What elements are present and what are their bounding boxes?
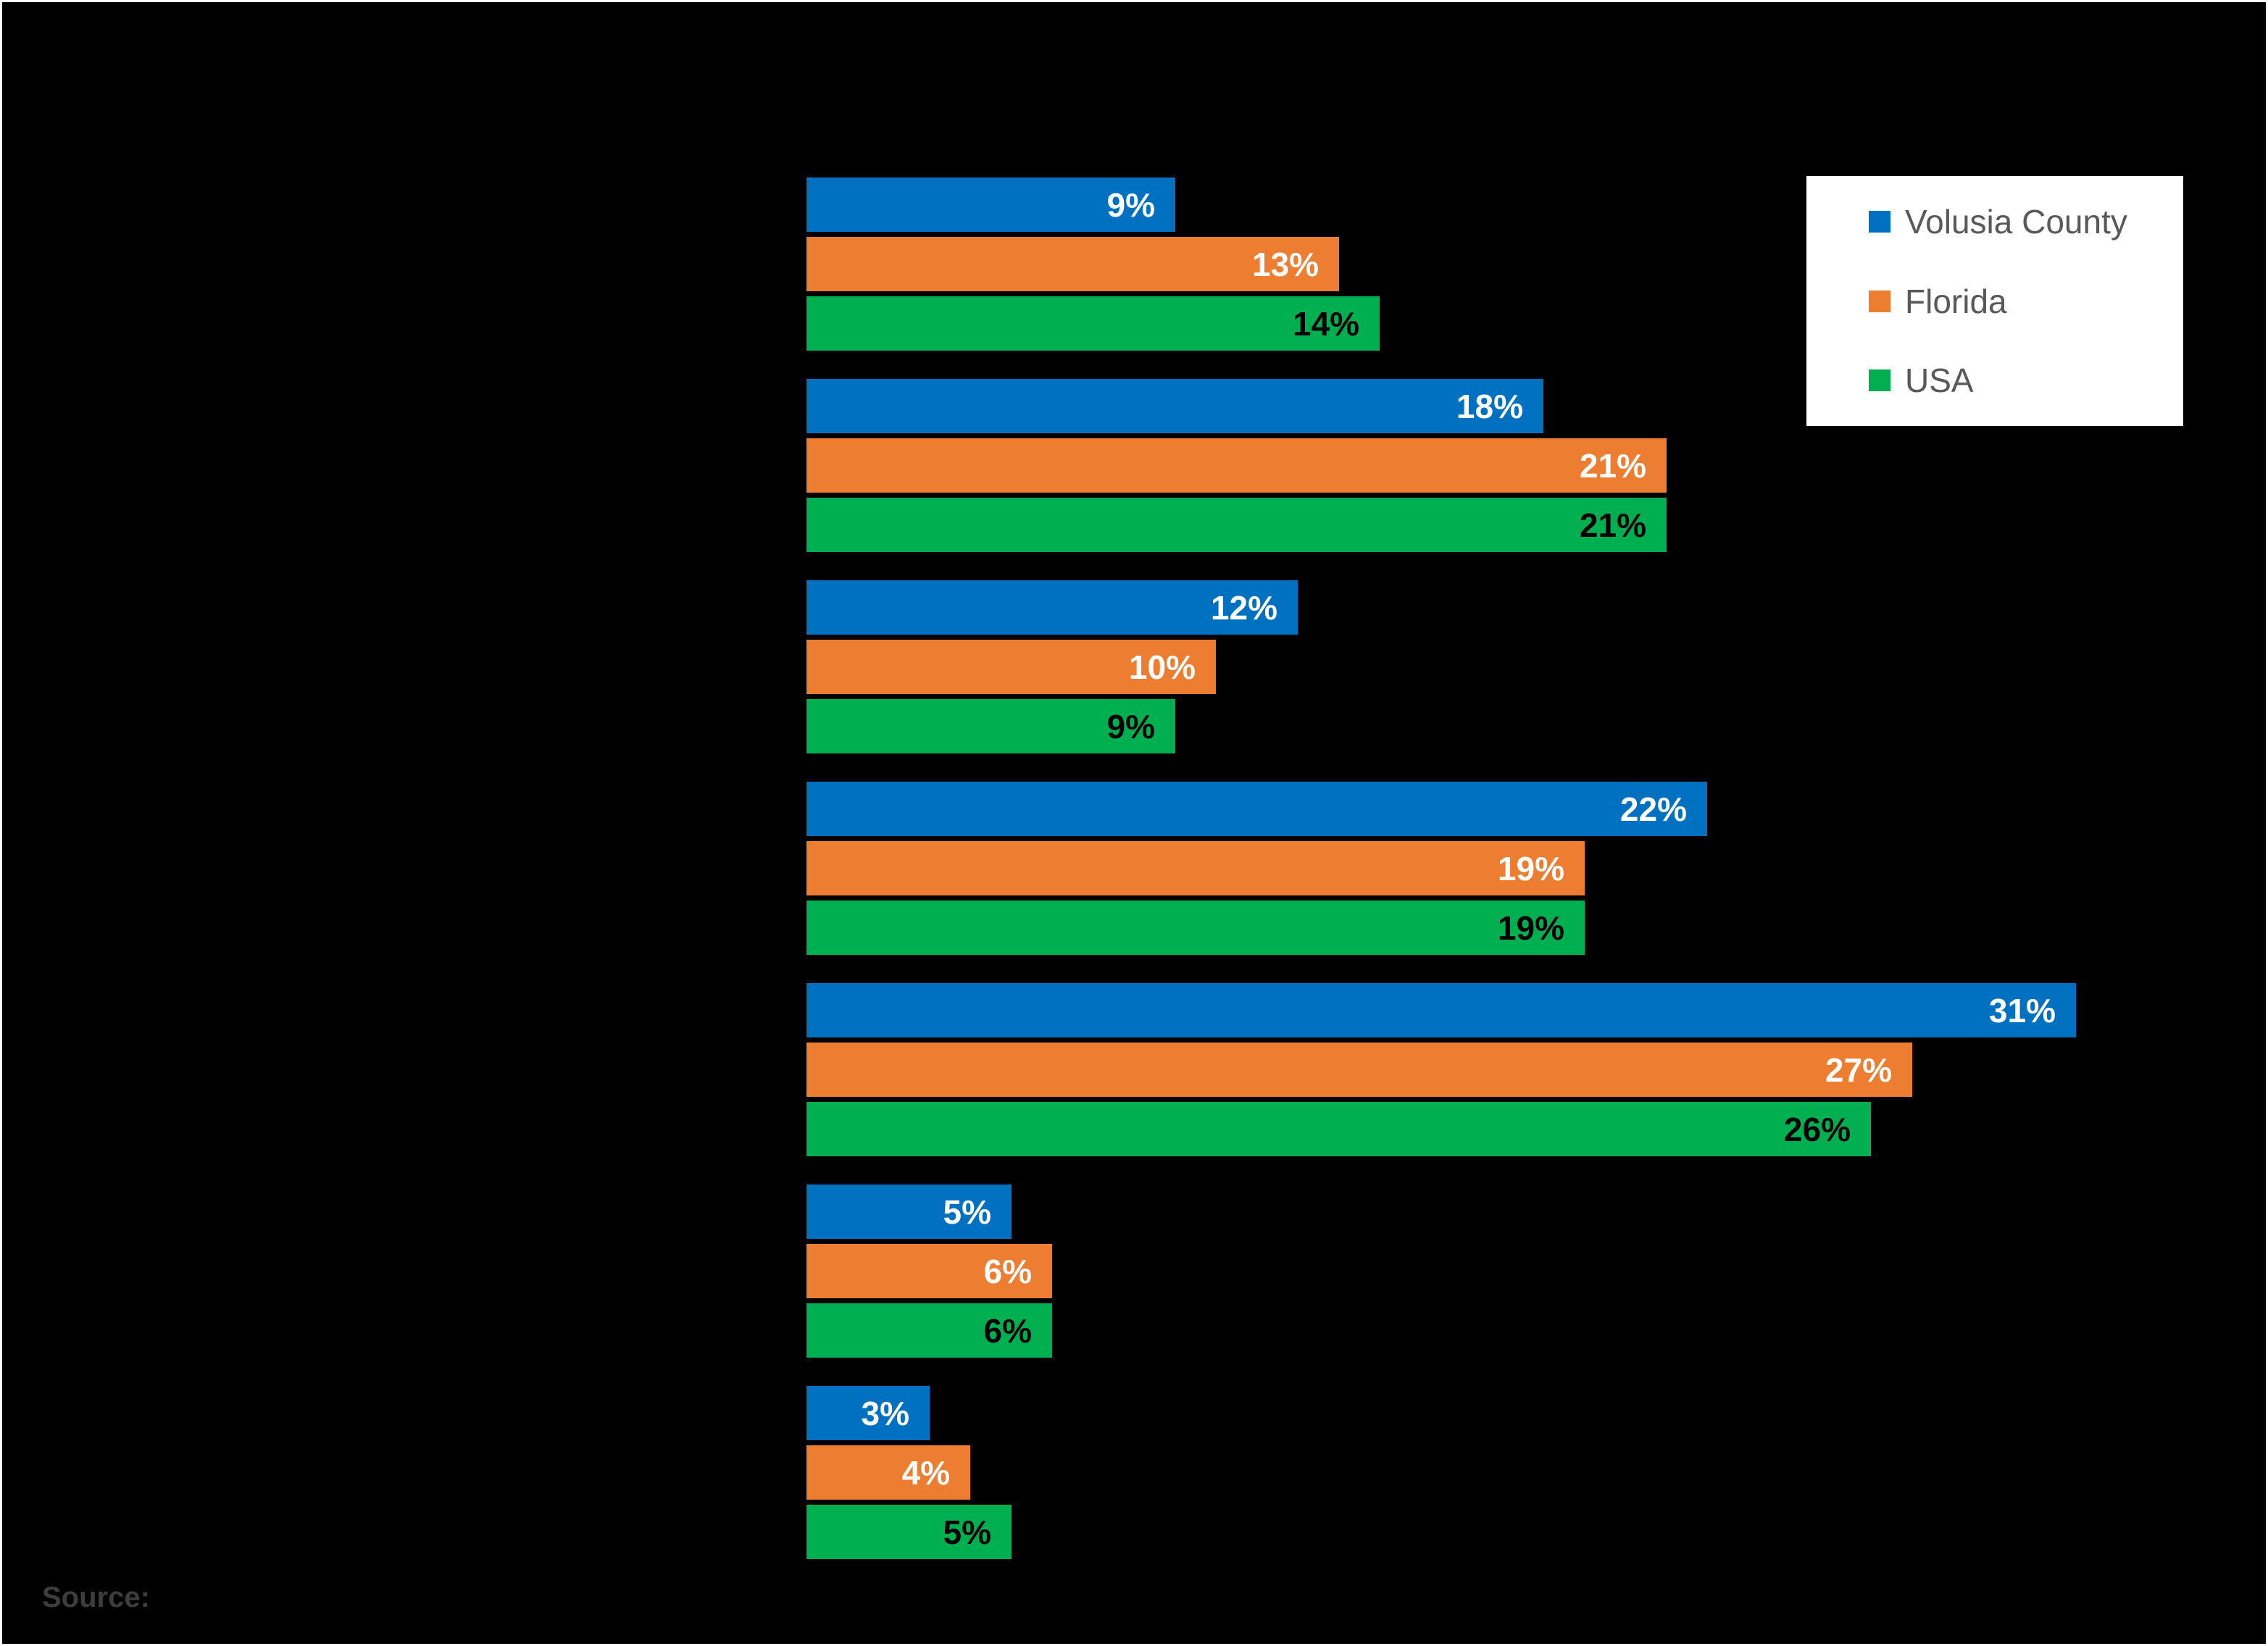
- bar-value-label: 21%: [1579, 446, 1646, 485]
- bar-florida: 6%: [806, 1244, 1052, 1298]
- bar-usa: 6%: [806, 1303, 1052, 1358]
- bar-value-label: 27%: [1825, 1050, 1892, 1089]
- bar-group: 3% 4% 5%: [806, 1386, 2256, 1559]
- bar-row: 26%: [806, 1102, 2256, 1156]
- bar-row: 6%: [806, 1303, 2256, 1358]
- bar-florida: 21%: [806, 438, 1667, 493]
- bar-group: 22% 19% 19%: [806, 782, 2256, 955]
- bar-row: 5%: [806, 1185, 2256, 1239]
- legend-label: Volusia County: [1905, 203, 2127, 241]
- bar-florida: 4%: [806, 1445, 970, 1500]
- bar-florida: 13%: [806, 237, 1339, 291]
- bar-volusia-county: 3%: [806, 1386, 930, 1440]
- bar-group: 18% 21% 21%: [806, 379, 2256, 552]
- bar-usa: 14%: [806, 296, 1380, 351]
- bar-usa: 5%: [806, 1505, 1012, 1559]
- bar-row: 19%: [806, 841, 2256, 895]
- bar-volusia-county: 5%: [806, 1185, 1012, 1239]
- legend-swatch-icon: [1869, 211, 1890, 233]
- bar-value-label: 19%: [1497, 908, 1564, 947]
- bar-row: 13%: [806, 237, 2256, 291]
- bar-volusia-county: 18%: [806, 379, 1543, 433]
- bar-row: 4%: [806, 1445, 2256, 1500]
- bar-group: 9% 13% 14%: [806, 177, 2256, 351]
- legend-item-florida: Florida: [1869, 282, 2169, 321]
- bar-row: 21%: [806, 438, 2256, 493]
- bar-row: 21%: [806, 498, 2256, 552]
- bar-volusia-county: 22%: [806, 782, 1707, 836]
- bar-usa: 19%: [806, 901, 1585, 955]
- bar-row: 10%: [806, 640, 2256, 694]
- bar-usa: 9%: [806, 699, 1175, 753]
- bar-usa: 26%: [806, 1102, 1871, 1156]
- bar-value-label: 13%: [1251, 245, 1319, 283]
- bar-row: 12%: [806, 580, 2256, 635]
- bar-volusia-county: 12%: [806, 580, 1298, 635]
- bar-value-label: 12%: [1210, 588, 1277, 627]
- legend-swatch-icon: [1869, 290, 1890, 312]
- bar-value-label: 9%: [1106, 185, 1155, 224]
- bar-row: 14%: [806, 296, 2256, 351]
- bar-row: 18%: [806, 379, 2256, 433]
- bar-value-label: 18%: [1456, 387, 1523, 425]
- legend-item-volusia-county: Volusia County: [1869, 202, 2169, 241]
- bar-value-label: 4%: [901, 1453, 950, 1492]
- bar-usa: 21%: [806, 498, 1667, 552]
- bar-value-label: 6%: [983, 1311, 1032, 1350]
- bar-florida: 10%: [806, 640, 1216, 694]
- legend-item-usa: USA: [1869, 361, 2169, 400]
- bar-row: 9%: [806, 699, 2256, 753]
- bar-volusia-county: 9%: [806, 177, 1175, 232]
- legend-label: Florida: [1905, 282, 2007, 320]
- bar-value-label: 6%: [983, 1252, 1032, 1290]
- legend-label: USA: [1905, 362, 1974, 399]
- bar-value-label: 14%: [1292, 304, 1359, 343]
- bar-value-label: 22%: [1619, 790, 1687, 828]
- bar-plot-area: 9% 13% 14% 18% 21% 21% 12% 10% 9% 22% 19% 19% 31% 27%…: [806, 177, 2256, 1587]
- bar-value-label: 31%: [1988, 991, 2056, 1029]
- bar-row: 22%: [806, 782, 2256, 836]
- source-label: Source:: [42, 1582, 150, 1613]
- bar-row: 9%: [806, 177, 2256, 232]
- bar-row: 27%: [806, 1043, 2256, 1097]
- bar-value-label: 26%: [1783, 1110, 1851, 1148]
- bar-value-label: 21%: [1579, 506, 1646, 544]
- bar-value-label: 5%: [943, 1513, 991, 1551]
- bar-group: 5% 6% 6%: [806, 1185, 2256, 1358]
- bar-row: 5%: [806, 1505, 2256, 1559]
- bar-group: 12% 10% 9%: [806, 580, 2256, 753]
- bar-value-label: 19%: [1497, 849, 1564, 887]
- bar-value-label: 3%: [861, 1394, 909, 1432]
- bar-florida: 27%: [806, 1043, 1912, 1097]
- legend: Volusia County Florida USA: [1806, 176, 2183, 426]
- bar-row: 19%: [806, 901, 2256, 955]
- bar-florida: 19%: [806, 841, 1585, 895]
- bar-value-label: 10%: [1128, 648, 1196, 686]
- bar-volusia-county: 31%: [806, 983, 2076, 1037]
- bar-value-label: 9%: [1106, 707, 1155, 745]
- bar-group: 31% 27% 26%: [806, 983, 2256, 1156]
- legend-swatch-icon: [1869, 369, 1890, 391]
- bar-row: 31%: [806, 983, 2256, 1037]
- bar-value-label: 5%: [943, 1192, 991, 1231]
- bar-row: 3%: [806, 1386, 2256, 1440]
- bar-row: 6%: [806, 1244, 2256, 1298]
